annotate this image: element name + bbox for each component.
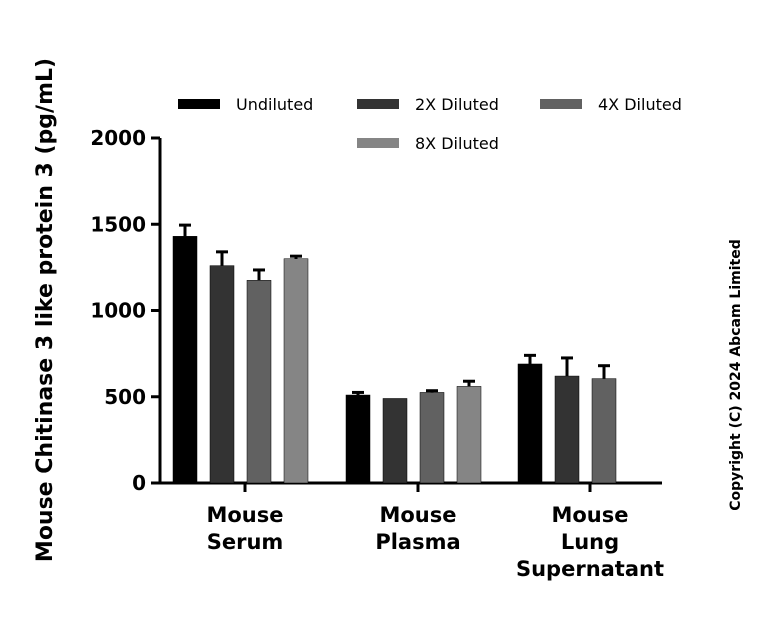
bar: [591, 378, 617, 484]
bar: [172, 236, 198, 484]
bar: [456, 386, 482, 484]
y-tick-label: 500: [104, 385, 146, 409]
legend-swatch: [540, 99, 582, 109]
y-tick-label: 2000: [90, 126, 146, 150]
x-tick-label: Mouse: [551, 503, 628, 527]
legend-swatch: [357, 99, 399, 109]
x-tick-label: Serum: [207, 530, 284, 554]
legend-label: Undiluted: [236, 95, 313, 114]
copyright-text: Copyright (C) 2024 Abcam Limited: [728, 239, 744, 510]
y-tick-label: 1000: [90, 299, 146, 323]
bars: [172, 223, 617, 484]
legend-swatch: [178, 99, 220, 109]
legend: Undiluted 2X Diluted 4X Diluted 8X Diluted: [178, 95, 682, 153]
x-tick-label: Lung: [561, 530, 619, 554]
y-axis-label: Mouse Chitinase 3 like protein 3 (pg/mL): [33, 58, 58, 562]
axes: 0 500 1000 1500 2000 Mouse Serum Mouse Plasma Mou…: [90, 126, 664, 581]
bar: [246, 280, 272, 484]
y-tick-label: 1500: [90, 212, 146, 236]
x-tick-label: Mouse: [206, 503, 283, 527]
bar: [419, 392, 445, 484]
legend-swatch: [357, 138, 399, 148]
bar: [283, 258, 309, 484]
bar: [209, 265, 235, 484]
x-tick-label: Supernatant: [516, 557, 664, 581]
legend-label: 8X Diluted: [415, 134, 499, 153]
bar: [382, 398, 408, 484]
bar: [554, 375, 580, 484]
legend-label: 4X Diluted: [598, 95, 682, 114]
x-tick-label: Plasma: [375, 530, 460, 554]
bar: [345, 394, 371, 484]
y-tick-label: 0: [132, 471, 146, 495]
legend-label: 2X Diluted: [415, 95, 499, 114]
bar: [517, 363, 543, 484]
x-tick-label: Mouse: [379, 503, 456, 527]
